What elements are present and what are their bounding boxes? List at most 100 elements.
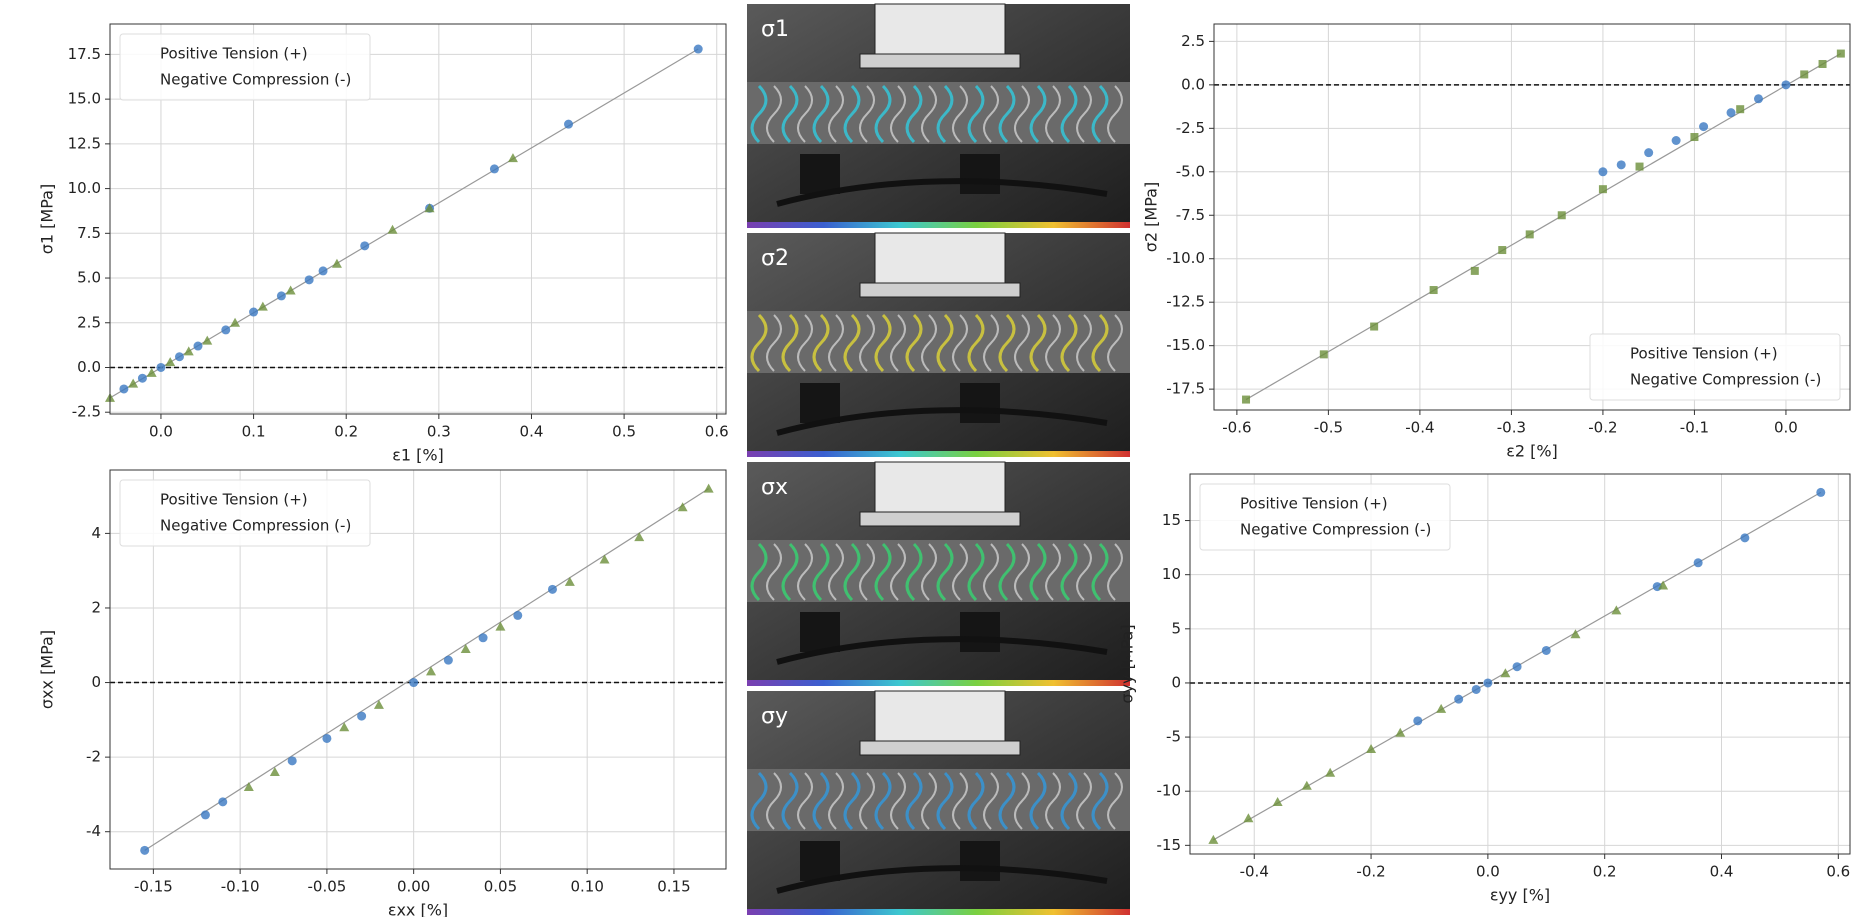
point bbox=[285, 285, 296, 295]
axes-frame bbox=[109, 469, 727, 870]
cable bbox=[776, 636, 1108, 665]
lattice-cell bbox=[890, 85, 906, 143]
lattice-cell bbox=[1045, 772, 1061, 830]
y-tick-label: -10 bbox=[1157, 782, 1182, 800]
lattice-cell bbox=[812, 313, 830, 373]
lattice-cell bbox=[998, 84, 1016, 144]
point bbox=[360, 241, 370, 251]
point bbox=[128, 378, 139, 388]
lattice-cell bbox=[936, 542, 954, 602]
x-tick-label: 0.00 bbox=[397, 878, 430, 896]
x-tick-label: 0.0 bbox=[1476, 863, 1500, 881]
lattice-cell bbox=[1029, 771, 1047, 831]
y-tick-label: 0 bbox=[1171, 673, 1181, 691]
lattice-cell bbox=[1060, 84, 1078, 144]
point bbox=[1611, 605, 1622, 615]
lattice-cell bbox=[797, 543, 813, 601]
point bbox=[339, 722, 350, 732]
point bbox=[1616, 160, 1626, 170]
legend-box bbox=[119, 479, 371, 547]
cable bbox=[776, 407, 1108, 436]
y-tick-label: 0.0 bbox=[77, 358, 101, 376]
x-tick-label: 0.3 bbox=[427, 423, 451, 441]
cable bbox=[776, 178, 1108, 207]
point bbox=[424, 203, 435, 213]
lattice-cell bbox=[797, 772, 813, 830]
y-tick-label: -4 bbox=[86, 822, 101, 840]
point bbox=[1436, 703, 1447, 713]
chart: -0.6 -0.5 -0.4 -0.3 -0.2 -0.1 0.0 2.5 0.0 -2.5 -5.… bbox=[1142, 23, 1851, 461]
point bbox=[1319, 350, 1328, 359]
grip bbox=[960, 612, 1000, 652]
point bbox=[287, 756, 297, 766]
lattice-cell bbox=[1060, 542, 1078, 602]
x-tick-label: -0.4 bbox=[1240, 863, 1269, 881]
grip bbox=[800, 154, 840, 194]
y-tick-label: -2 bbox=[86, 748, 101, 766]
legend-label: Positive Tension (+) bbox=[160, 491, 308, 509]
lattice-cell bbox=[952, 314, 968, 372]
lattice-cell bbox=[1045, 85, 1061, 143]
lattice-cell bbox=[812, 84, 830, 144]
lattice-cell bbox=[998, 771, 1016, 831]
point bbox=[357, 711, 367, 721]
lattice-cell bbox=[1029, 542, 1047, 602]
point bbox=[460, 643, 471, 653]
point bbox=[1800, 70, 1809, 79]
point bbox=[1736, 105, 1745, 114]
point bbox=[1818, 59, 1827, 68]
point bbox=[146, 367, 157, 377]
legend-label: Positive Tension (+) bbox=[1240, 495, 1388, 513]
legend-label: Negative Compression (-) bbox=[160, 517, 351, 535]
point bbox=[1370, 322, 1379, 331]
point bbox=[1753, 94, 1763, 104]
lattice-cell bbox=[843, 771, 861, 831]
lattice-cell bbox=[952, 85, 968, 143]
y-axis-label: σ1 [MPa] bbox=[38, 184, 57, 254]
lattice-cell bbox=[766, 314, 782, 372]
fixture bbox=[874, 3, 1006, 55]
point bbox=[1836, 49, 1845, 58]
x-tick-label: -0.2 bbox=[1356, 863, 1385, 881]
lattice-cell bbox=[750, 84, 768, 144]
point bbox=[1541, 645, 1551, 655]
colorbar bbox=[747, 222, 1130, 228]
lattice-cell bbox=[874, 542, 892, 602]
point bbox=[1644, 148, 1654, 158]
chart: -0.4 -0.2 0.0 0.2 0.4 0.6 -15 -10 -5 0 5 10 15 εyy [%… bbox=[1118, 473, 1851, 905]
panel-label: σ1 bbox=[761, 17, 789, 42]
point bbox=[1570, 629, 1581, 639]
x-tick-label: -0.3 bbox=[1497, 419, 1526, 437]
x-tick-label: 0.10 bbox=[570, 878, 603, 896]
point bbox=[1429, 286, 1438, 295]
x-tick-label: -0.2 bbox=[1588, 419, 1617, 437]
lattice-cell bbox=[983, 543, 999, 601]
lattice-cell bbox=[843, 313, 861, 373]
lattice-cell bbox=[1107, 772, 1123, 830]
y-tick-label: -5 bbox=[1166, 728, 1181, 746]
lattice-cell bbox=[967, 771, 985, 831]
point bbox=[1671, 135, 1681, 145]
y-tick-label: 10.0 bbox=[68, 179, 101, 197]
lattice-cell bbox=[859, 772, 875, 830]
photo-panel: σy bbox=[747, 690, 1130, 915]
lattice-cell bbox=[998, 313, 1016, 373]
x-tick-label: 0.4 bbox=[520, 423, 544, 441]
lattice-cell bbox=[750, 771, 768, 831]
point bbox=[165, 357, 176, 367]
point bbox=[1471, 684, 1481, 694]
colorbar bbox=[747, 680, 1130, 686]
point bbox=[230, 317, 241, 327]
x-tick-label: -0.4 bbox=[1405, 419, 1434, 437]
x-tick-label: -0.05 bbox=[307, 878, 346, 896]
x-tick-label: 0.6 bbox=[705, 423, 729, 441]
point bbox=[119, 384, 129, 394]
x-tick-label: 0.0 bbox=[149, 423, 173, 441]
x-tick-label: 0.2 bbox=[334, 423, 358, 441]
lattice-cell bbox=[859, 314, 875, 372]
lattice-cell bbox=[828, 543, 844, 601]
point bbox=[1693, 558, 1703, 568]
point bbox=[276, 291, 286, 301]
y-tick-label: 4 bbox=[91, 524, 101, 542]
point bbox=[564, 119, 574, 129]
